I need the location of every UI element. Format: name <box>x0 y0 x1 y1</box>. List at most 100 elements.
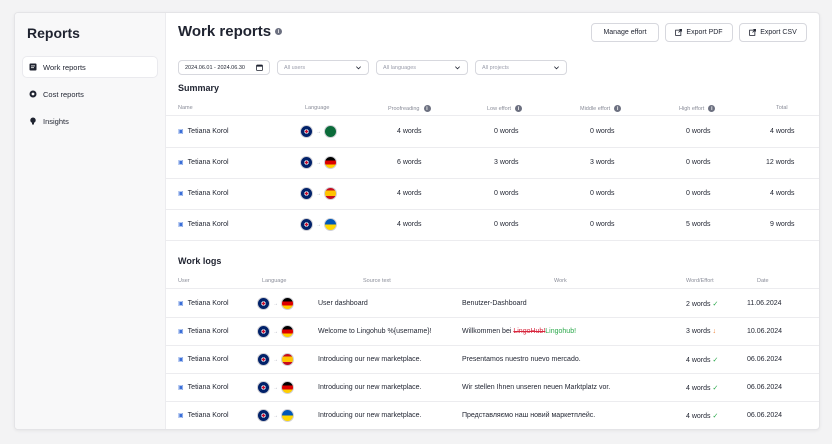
calendar-icon <box>256 64 263 71</box>
info-icon[interactable]: i <box>708 105 716 112</box>
date-value: 06.06.2024 <box>747 412 783 419</box>
date-value: 06.06.2024 <box>747 356 783 363</box>
work-text-part: Willkommen bei <box>462 328 514 335</box>
user-cell[interactable]: ▣ Tetiana Korol <box>178 221 229 228</box>
german-flag-icon <box>281 325 294 338</box>
ukrainian-flag-icon <box>324 218 337 231</box>
column-header-label: Low effort <box>487 105 512 112</box>
total-value: 4 words <box>770 190 795 197</box>
column-header-work: Work <box>554 278 567 284</box>
manage-effort-button[interactable]: Manage effort <box>591 23 659 42</box>
language-pair: → <box>257 409 294 422</box>
effort-cell: 4 words ✓ <box>686 384 718 392</box>
arrow-right-icon: → <box>316 221 321 228</box>
proofreading-value: 4 words <box>397 221 422 228</box>
high-effort-value: 0 words <box>686 128 711 135</box>
inserted-text: Lingohub! <box>545 328 577 335</box>
uk-flag-icon <box>257 381 270 394</box>
user-cell[interactable]: ▣ Tetiana Korol <box>178 356 229 363</box>
sidebar-item-work-reports[interactable]: Work reports <box>23 57 157 77</box>
column-header-name: Name <box>178 105 193 111</box>
arrow-right-icon: → <box>273 300 278 307</box>
user-cell[interactable]: ▣ Tetiana Korol <box>178 384 229 391</box>
saudi-flag-icon <box>324 125 337 138</box>
language-pair: → <box>300 125 337 138</box>
effort-cell: 3 words ↓ <box>686 328 716 335</box>
table-row: ▣ Tetiana Korol → Welcome to Lingohub %{u… <box>166 318 819 346</box>
sidebar-title: Reports <box>27 25 80 41</box>
user-name: Tetiana Korol <box>187 384 229 391</box>
high-effort-value: 0 words <box>686 190 711 197</box>
low-effort-value: 0 words <box>494 221 519 228</box>
user-cell[interactable]: ▣ Tetiana Korol <box>178 159 229 166</box>
languages-select[interactable]: All languages <box>376 60 468 75</box>
effort-value: 2 words <box>686 301 711 308</box>
language-pair: → <box>257 353 294 366</box>
languages-select-value: All languages <box>383 64 417 71</box>
effort-cell: 4 words ✓ <box>686 356 718 364</box>
sidebar-item-cost-reports[interactable]: Cost reports <box>23 84 157 104</box>
work-text: Wir stellen Ihnen unseren neuen Marktpla… <box>462 384 610 391</box>
info-icon[interactable]: i <box>614 105 622 112</box>
table-row: ▣ Tetiana Korol → 4 words 0 words 0 words… <box>166 117 819 148</box>
total-value: 9 words <box>770 221 795 228</box>
uk-flag-icon <box>300 125 313 138</box>
info-icon[interactable]: i <box>515 105 523 112</box>
language-pair: → <box>257 325 294 338</box>
arrow-right-icon: → <box>273 356 278 363</box>
external-link-icon <box>749 29 757 36</box>
export-pdf-button[interactable]: Export PDF <box>665 23 733 42</box>
user-cell[interactable]: ▣ Tetiana Korol <box>178 190 229 197</box>
user-cell[interactable]: ▣ Tetiana Korol <box>178 300 229 307</box>
arrow-right-icon: → <box>273 328 278 335</box>
middle-effort-value: 0 words <box>590 190 615 197</box>
source-text: Introducing our new marketplace. <box>318 384 422 391</box>
language-pair: → <box>300 187 337 200</box>
users-select[interactable]: All users <box>277 60 369 75</box>
language-pair: → <box>257 297 294 310</box>
user-icon: ▣ <box>178 413 184 419</box>
column-header-date: Date <box>757 278 769 284</box>
effort-value: 4 words <box>686 385 711 392</box>
arrow-right-icon: → <box>316 190 321 197</box>
user-cell[interactable]: ▣ Tetiana Korol <box>178 328 229 335</box>
work-text-part: Wir stellen Ihnen unseren neuen Marktpla… <box>462 384 611 391</box>
info-icon[interactable]: i <box>275 28 283 35</box>
user-icon: ▣ <box>178 301 184 307</box>
language-pair: → <box>257 381 294 394</box>
column-header-user: User <box>178 278 190 284</box>
effort-cell: 2 words ✓ <box>686 300 718 308</box>
page-title-text: Work reports <box>178 23 272 40</box>
effort-value: 4 words <box>686 413 711 420</box>
user-name: Tetiana Korol <box>187 221 229 228</box>
middle-effort-value: 0 words <box>590 221 615 228</box>
user-cell[interactable]: ▣ Tetiana Korol <box>178 412 229 419</box>
info-icon[interactable]: i <box>423 105 431 112</box>
total-value: 4 words <box>770 128 795 135</box>
uk-flag-icon <box>300 187 313 200</box>
uk-flag-icon <box>257 353 270 366</box>
source-text: Introducing our new marketplace. <box>318 412 422 419</box>
export-csv-button[interactable]: Export CSV <box>739 23 807 42</box>
user-cell[interactable]: ▣ Tetiana Korol <box>178 128 229 135</box>
source-text: Introducing our new marketplace. <box>318 356 422 363</box>
work-logs-title: Work logs <box>178 256 222 266</box>
user-name: Tetiana Korol <box>187 128 229 135</box>
column-header-source-text: Source text <box>363 278 391 284</box>
projects-select[interactable]: All projects <box>475 60 567 75</box>
summary-title: Summary <box>178 83 220 93</box>
chevron-down-icon <box>356 66 361 70</box>
sidebar-item-insights[interactable]: Insights <box>23 111 157 131</box>
spanish-flag-icon <box>281 353 294 366</box>
arrow-right-icon: → <box>316 128 321 135</box>
user-icon: ▣ <box>178 329 184 335</box>
date-range-picker[interactable]: 2024.06.01 - 2024.06.30 <box>178 60 270 75</box>
user-icon: ▣ <box>178 160 184 166</box>
export-pdf-label: Export PDF <box>686 29 723 36</box>
column-header-total: Total <box>776 105 788 111</box>
user-icon: ▣ <box>178 222 184 228</box>
date-value: 10.06.2024 <box>747 328 783 335</box>
high-effort-value: 5 words <box>686 221 711 228</box>
total-value: 12 words <box>766 159 795 166</box>
user-name: Tetiana Korol <box>187 412 229 419</box>
